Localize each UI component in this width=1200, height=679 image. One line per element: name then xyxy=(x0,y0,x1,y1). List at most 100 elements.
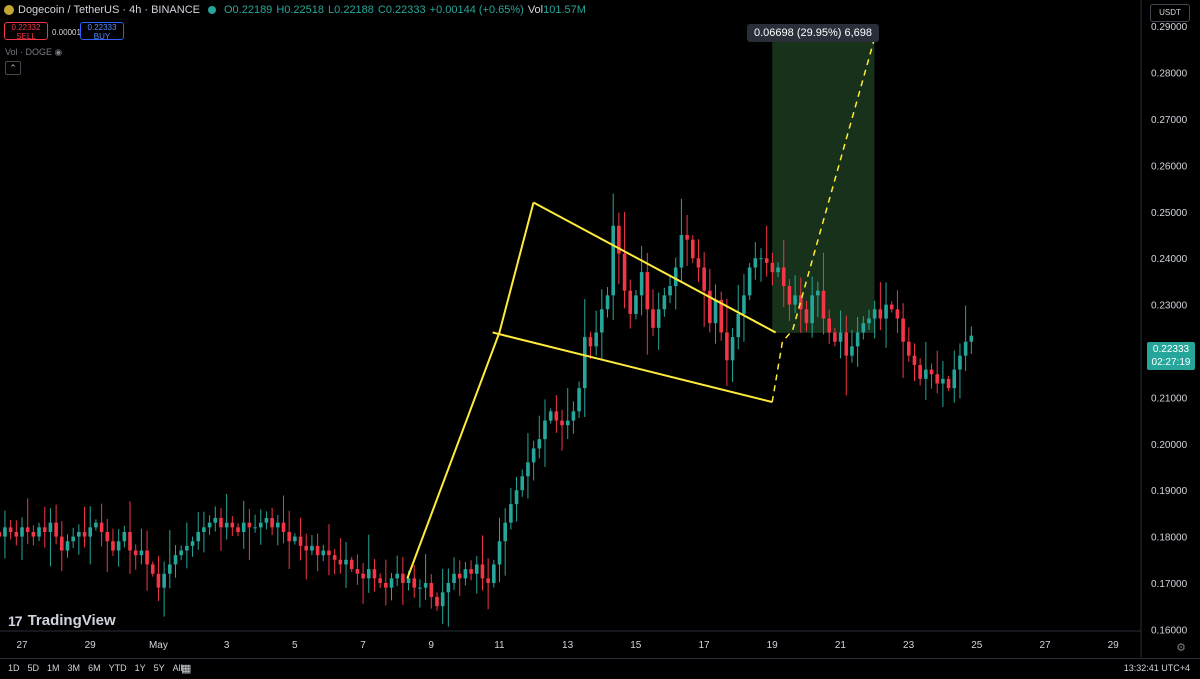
candle-body xyxy=(764,258,769,263)
currency-selector[interactable]: USDT xyxy=(1150,4,1190,22)
candle-body xyxy=(571,411,576,421)
candle-body xyxy=(3,527,7,537)
candle-body xyxy=(617,225,621,254)
candle-body xyxy=(941,378,945,384)
candle-body xyxy=(139,550,144,556)
candle-body xyxy=(20,527,24,537)
candle-body xyxy=(281,522,286,532)
candle-body xyxy=(14,531,19,537)
range-button-ytd[interactable]: YTD xyxy=(108,663,127,673)
candle-body xyxy=(156,573,161,588)
range-button-5d[interactable]: 5D xyxy=(27,663,40,673)
range-button-5y[interactable]: 5Y xyxy=(153,663,165,673)
candle-body xyxy=(543,420,547,440)
candle-body xyxy=(440,592,445,607)
candle-body xyxy=(298,536,303,546)
time-tick-label: 21 xyxy=(835,640,847,651)
candle-body xyxy=(906,341,911,356)
candle-body xyxy=(935,374,940,384)
candle-body xyxy=(821,290,826,319)
tradingview-logo[interactable]: 17 TradingView xyxy=(8,612,116,629)
price-tick-label: 0.27000 xyxy=(1151,115,1188,126)
candle-body xyxy=(662,295,667,310)
candle-body xyxy=(213,518,218,523)
candle-body xyxy=(753,258,758,268)
time-tick-label: 13 xyxy=(562,640,574,651)
sell-button[interactable]: 0.22332 SELL xyxy=(4,22,48,41)
candle-body xyxy=(8,527,13,532)
candle-body xyxy=(412,578,417,588)
candle-body xyxy=(742,295,746,314)
close-value: C0.22333 xyxy=(377,4,426,16)
price-tick-label: 0.26000 xyxy=(1151,161,1188,172)
candle-body xyxy=(42,527,47,532)
symbol-title[interactable]: Dogecoin / TetherUS · 4h · BINANCE xyxy=(18,4,200,16)
candle-body xyxy=(446,583,451,593)
time-tick-label: 23 xyxy=(903,640,915,651)
time-tick-label: 11 xyxy=(494,640,505,651)
buy-button[interactable]: 0.22333 BUY xyxy=(80,22,124,41)
volume-indicator-label[interactable]: Vol · DOGE ◉ xyxy=(5,47,62,58)
candle-body xyxy=(457,573,462,579)
candle-body xyxy=(418,587,422,589)
price-tick-label: 0.21000 xyxy=(1151,393,1188,404)
candle-body xyxy=(639,272,644,296)
candle-body xyxy=(605,295,610,310)
range-button-all[interactable]: All xyxy=(172,663,183,673)
candle-body xyxy=(577,388,581,412)
time-tick-label: 9 xyxy=(428,640,434,651)
calendar-icon[interactable]: ▦ xyxy=(181,663,192,675)
last-price: 0.22333 xyxy=(1152,344,1190,355)
candle-body xyxy=(230,522,235,528)
candle-body xyxy=(918,364,922,379)
candle-body xyxy=(145,550,149,565)
buy-price: 0.22333 xyxy=(87,23,117,32)
range-button-1d[interactable]: 1D xyxy=(8,663,20,673)
candle-body xyxy=(327,550,331,556)
candle-body xyxy=(168,564,172,574)
candle-body xyxy=(702,267,706,291)
candle-body xyxy=(679,235,684,268)
candle-body xyxy=(690,239,695,259)
range-button-1y[interactable]: 1Y xyxy=(134,663,146,673)
clock[interactable]: 13:32:41 UTC+4 xyxy=(1123,663,1190,673)
time-axis: 27 29 May 3 5 7 9 11 13 15 17 19 21 23 25 27 29 xyxy=(0,630,1141,651)
range-button-3m[interactable]: 3M xyxy=(67,663,81,673)
candle-body xyxy=(133,550,138,556)
candle-body xyxy=(867,318,871,324)
candle-body xyxy=(190,541,195,546)
candle-body xyxy=(128,531,132,551)
candle-body xyxy=(480,564,485,579)
candle-body xyxy=(88,527,93,537)
price-tick-label: 0.29000 xyxy=(1151,22,1188,33)
candle-body xyxy=(241,522,246,532)
sell-price: 0.22332 xyxy=(11,23,41,32)
candle-body xyxy=(395,573,399,579)
bar-countdown: 02:27:19 xyxy=(1151,357,1191,368)
dogecoin-icon xyxy=(4,5,14,15)
candle-body xyxy=(349,559,354,570)
chevron-up-icon[interactable]: ⌃ xyxy=(5,61,21,75)
candle-body xyxy=(747,267,752,296)
candle-body xyxy=(389,578,394,588)
candle-body xyxy=(611,225,615,296)
settings-icon[interactable]: ⚙ xyxy=(1176,642,1186,654)
range-button-6m[interactable]: 6M xyxy=(88,663,101,673)
range-button-1m[interactable]: 1M xyxy=(47,663,60,673)
eye-icon[interactable]: ◉ xyxy=(54,47,63,57)
candle-body xyxy=(99,522,104,532)
candle-body xyxy=(668,286,672,296)
candle-body xyxy=(713,299,718,324)
candle-body xyxy=(628,290,633,314)
flag-pattern xyxy=(406,26,879,579)
flag-pole-line xyxy=(406,202,535,579)
price-tick-label: 0.19000 xyxy=(1151,486,1188,497)
candle-body xyxy=(401,573,405,584)
candle-body xyxy=(474,564,479,574)
candle-body xyxy=(179,550,183,556)
candle-body xyxy=(963,341,968,356)
projection-dashed-line xyxy=(771,26,879,403)
candle-body xyxy=(537,439,542,449)
candle-body xyxy=(855,332,860,347)
